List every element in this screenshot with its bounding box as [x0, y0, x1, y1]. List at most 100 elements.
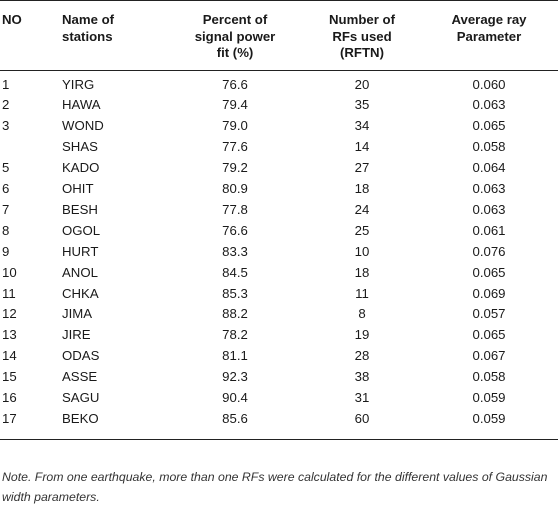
table-row: 2 HAWA 79.4 35 0.063	[0, 95, 558, 116]
cell-rfs-used: 28	[354, 348, 370, 364]
table-header: NO Name of stations Percent of signal po…	[0, 0, 558, 70]
cell-signal-fit: 76.6	[222, 76, 248, 92]
cell-station: OHIT	[62, 181, 94, 197]
table-row: 9 HURT 83.3 10 0.076	[0, 242, 558, 263]
cell-ray-parameter: 0.076	[472, 243, 506, 259]
cell-station: BEKO	[62, 411, 99, 426]
cell-ray-parameter: 0.069	[472, 285, 506, 301]
cell-ray-parameter: 0.063	[472, 181, 506, 197]
cell-ray-parameter: 0.058	[472, 139, 506, 155]
cell-no: 16	[2, 390, 17, 406]
table-body: 1 YIRG 76.6 20 0.060 2 HAWA 79.4 35 0.063 3 WOND 79.…	[0, 70, 558, 440]
cell-station: WOND	[62, 118, 104, 134]
cell-station: ANOL	[62, 264, 98, 280]
cell-signal-fit: 79.0	[222, 118, 248, 134]
cell-no: 17	[2, 411, 17, 426]
cell-station: OGOL	[62, 222, 101, 238]
table-row: SHAS 77.6 14 0.058	[0, 137, 558, 158]
cell-ray-parameter: 0.058	[472, 369, 506, 385]
table-row: 15 ASSE 92.3 38 0.058	[0, 367, 558, 388]
cell-rfs-used: 10	[354, 243, 370, 259]
cell-ray-parameter: 0.067	[472, 348, 506, 364]
cell-station: ODAS	[62, 348, 100, 364]
cell-signal-fit: 77.6	[222, 139, 248, 155]
cell-ray-parameter: 0.063	[472, 97, 506, 113]
table-row: 16 SAGU 90.4 31 0.059	[0, 388, 558, 409]
cell-rfs-used: 20	[354, 76, 370, 92]
cell-signal-fit: 76.6	[222, 222, 248, 238]
cell-no: 13	[2, 327, 17, 343]
cell-ray-parameter: 0.063	[472, 201, 506, 217]
table-row: 5 KADO 79.2 27 0.064	[0, 158, 558, 179]
header-row: NO Name of stations Percent of signal po…	[0, 0, 558, 70]
table-note: Note. From one earthquake, more than one…	[2, 470, 548, 504]
cell-signal-fit: 88.2	[222, 306, 248, 322]
cell-rfs-used: 14	[354, 139, 370, 155]
cell-station: HURT	[62, 243, 99, 259]
cell-no: 14	[2, 348, 17, 364]
cell-rfs-used: 25	[354, 222, 370, 238]
cell-rfs-used: 38	[354, 369, 370, 385]
cell-no: 11	[2, 285, 16, 301]
table-row: 1 YIRG 76.6 20 0.060	[0, 70, 558, 95]
header-rfs-used: Number of RFs used (RFTN)	[329, 12, 395, 60]
header-ray-parameter: Average ray Parameter	[451, 12, 527, 44]
cell-no: 6	[2, 181, 10, 197]
table-row: 11 CHKA 85.3 11 0.069	[0, 284, 558, 305]
cell-ray-parameter: 0.059	[472, 411, 506, 426]
header-no: NO	[2, 12, 22, 27]
cell-station: SHAS	[62, 139, 98, 155]
cell-signal-fit: 85.6	[222, 411, 248, 426]
cell-rfs-used: 35	[354, 97, 370, 113]
cell-signal-fit: 81.1	[222, 348, 248, 364]
cell-station: YIRG	[62, 76, 95, 92]
cell-station: CHKA	[62, 285, 99, 301]
cell-no: 15	[2, 369, 17, 385]
cell-station: JIMA	[62, 306, 93, 322]
cell-ray-parameter: 0.064	[472, 160, 506, 176]
table-row: 6 OHIT 80.9 18 0.063	[0, 179, 558, 200]
cell-signal-fit: 80.9	[222, 181, 248, 197]
cell-ray-parameter: 0.059	[472, 390, 506, 406]
header-signal-power-fit: Percent of signal power fit (%)	[194, 12, 276, 60]
cell-no: 3	[2, 118, 10, 134]
cell-station: KADO	[62, 160, 100, 176]
cell-no: 8	[2, 222, 10, 238]
table-row: 10 ANOL 84.5 18 0.065	[0, 263, 558, 284]
table-row: 14 ODAS 81.1 28 0.067	[0, 346, 558, 367]
cell-no: 5	[2, 160, 10, 176]
table-row: 7 BESH 77.8 24 0.063	[0, 200, 558, 221]
cell-signal-fit: 78.2	[222, 327, 248, 343]
table-row: 3 WOND 79.0 34 0.065	[0, 116, 558, 137]
cell-rfs-used: 19	[354, 327, 370, 343]
cell-ray-parameter: 0.065	[472, 264, 506, 280]
cell-no: 10	[2, 264, 17, 280]
cell-no	[0, 137, 62, 158]
cell-signal-fit: 84.5	[222, 264, 248, 280]
cell-no: 9	[2, 243, 10, 259]
cell-station: BESH	[62, 201, 98, 217]
cell-no: 7	[2, 201, 10, 217]
table-row: 8 OGOL 76.6 25 0.061	[0, 221, 558, 242]
cell-signal-fit: 85.3	[222, 285, 248, 301]
cell-no: 2	[2, 97, 10, 113]
cell-no: 12	[2, 306, 17, 322]
header-station-name: Name of stations	[62, 12, 115, 44]
cell-signal-fit: 90.4	[222, 390, 248, 406]
cell-station: ASSE	[62, 369, 98, 385]
cell-rfs-used: 24	[354, 201, 370, 217]
cell-station: JIRE	[62, 327, 91, 343]
cell-rfs-used: 8	[358, 306, 366, 322]
cell-ray-parameter: 0.061	[472, 222, 506, 238]
cell-rfs-used: 34	[354, 118, 370, 134]
table-row: 13 JIRE 78.2 19 0.065	[0, 325, 558, 346]
cell-signal-fit: 92.3	[222, 369, 248, 385]
table-row: 17 BEKO 85.6 60 0.059	[0, 409, 558, 439]
cell-no: 1	[2, 76, 10, 92]
cell-signal-fit: 79.2	[222, 160, 248, 176]
cell-rfs-used: 11	[355, 285, 369, 301]
cell-rfs-used: 60	[354, 411, 370, 426]
cell-signal-fit: 79.4	[222, 97, 248, 113]
cell-ray-parameter: 0.060	[472, 76, 506, 92]
